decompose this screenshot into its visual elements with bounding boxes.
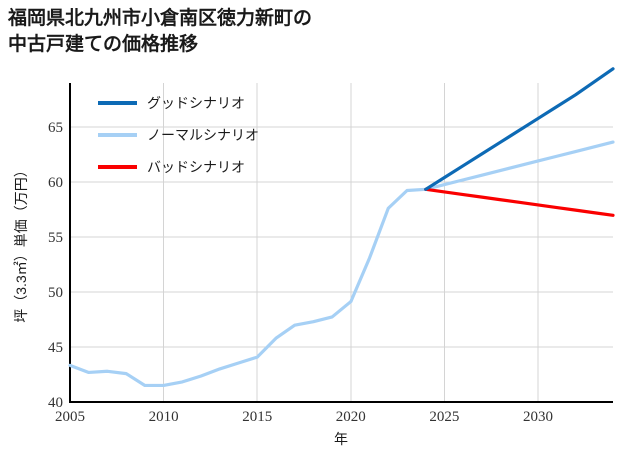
y-tick-60: 60 [48,175,63,191]
x-tick-labels: 2005 2010 2015 2020 2025 2030 [55,409,553,425]
series-line-グッドシナリオ [424,67,615,191]
plot-background [70,83,613,403]
y-axis-title: 坪（3.3㎡）単価（万円） [13,163,29,322]
data-series-group [68,67,615,388]
x-tick-2020: 2020 [336,409,366,425]
legend-label-1: ノーマルシナリオ [147,127,259,143]
series-line-バッドシナリオ [424,187,615,217]
chart-title: 福岡県北九州市小倉南区徳力新町の 中古戸建ての価格推移 [8,6,608,57]
x-tick-2005: 2005 [55,409,85,425]
legend-label-0: グッドシナリオ [147,95,245,111]
x-axis-title: 年 [334,431,348,447]
y-tick-labels: 40 45 50 55 60 65 [48,120,63,411]
x-tick-2025: 2025 [429,409,459,425]
y-tick-45: 45 [48,340,63,356]
chart-title-line-2: 中古戸建ての価格推移 [8,33,199,55]
y-tick-40: 40 [48,395,63,411]
chart-title-line-1: 福岡県北九州市小倉南区徳力新町の [8,8,313,29]
x-tick-2030: 2030 [523,409,553,425]
vertical-gridlines [163,83,539,402]
series-line-ノーマルシナリオ [68,140,615,388]
x-tick-2010: 2010 [149,409,179,425]
y-tick-65: 65 [48,120,63,136]
y-tick-55: 55 [48,230,63,246]
x-tick-2015: 2015 [242,409,272,425]
legend-label-2: バッドシナリオ [147,159,245,175]
y-tick-50: 50 [48,285,63,301]
horizontal-gridlines [70,126,613,348]
